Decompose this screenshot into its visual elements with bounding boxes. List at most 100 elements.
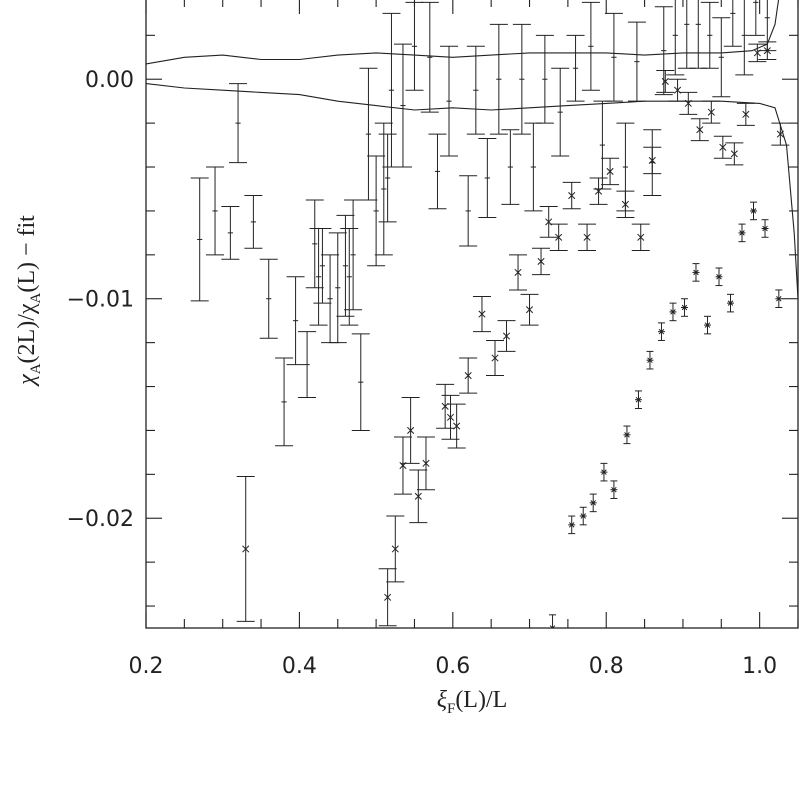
data-point (627, 21, 646, 102)
data-point (643, 146, 662, 175)
data-point (775, 289, 783, 309)
data-point (679, 91, 698, 115)
data-point (344, 199, 363, 311)
data-point (286, 276, 305, 366)
x-tick-label: 0.8 (589, 654, 624, 679)
data-point (589, 177, 608, 205)
data-point (405, 1, 424, 91)
data-point (305, 199, 324, 289)
data-point (447, 403, 466, 449)
data-point (712, 17, 731, 98)
data-point (509, 254, 528, 291)
data-point (439, 45, 458, 157)
data-point (436, 383, 455, 429)
data-point (581, 1, 600, 91)
data-point (657, 322, 665, 341)
data-point (229, 83, 248, 164)
data-point (459, 357, 478, 394)
plot-frame (145, 0, 799, 629)
data-point (512, 23, 531, 135)
axis-ticks (145, 0, 799, 628)
data-point (539, 206, 558, 238)
data-point (393, 436, 412, 495)
data-point (566, 34, 585, 102)
data-point (668, 78, 687, 102)
fit-band-curve (146, 0, 780, 65)
data-point (726, 293, 734, 313)
data-point (309, 227, 328, 326)
data-point (259, 258, 278, 339)
data-point (236, 476, 255, 622)
data-point (359, 67, 378, 201)
data-point (386, 515, 405, 583)
data-point (601, 157, 620, 186)
data-point (669, 302, 677, 322)
data-point (336, 214, 355, 317)
data-point (472, 296, 491, 333)
data-point (275, 357, 294, 447)
x-tick-label: 0.4 (282, 654, 317, 679)
data-point (459, 175, 478, 247)
data-points (190, 0, 790, 628)
data-point (532, 247, 551, 276)
data-point (623, 425, 631, 445)
data-point (520, 293, 539, 326)
data-point (489, 23, 508, 135)
data-point (466, 45, 485, 135)
data-point (428, 133, 447, 210)
data-point (593, 100, 612, 190)
data-point (692, 263, 700, 282)
data-point (738, 223, 746, 243)
data-point (771, 122, 790, 146)
data-point (409, 469, 428, 524)
data-point (568, 515, 576, 535)
data-point (378, 133, 397, 223)
data-point (689, 0, 708, 69)
data-point (551, 67, 570, 157)
data-point (535, 34, 554, 124)
data-point (604, 12, 623, 102)
data-point (579, 506, 587, 526)
data-point (549, 223, 568, 251)
data-point (378, 568, 397, 627)
fit-band-curve (146, 83, 798, 299)
data-point (690, 118, 709, 142)
data-point (748, 43, 767, 63)
data-point (393, 43, 412, 168)
data-point (501, 129, 520, 205)
data-point (746, 0, 765, 36)
data-point (524, 122, 543, 212)
data-point (367, 155, 386, 267)
data-point (420, 1, 439, 113)
data-point (735, 0, 754, 76)
data-point (244, 195, 263, 249)
data-point (374, 122, 393, 256)
data-point (589, 493, 597, 513)
y-tick-label: 0.00 (85, 68, 134, 93)
data-point (549, 614, 557, 628)
data-point (654, 6, 673, 96)
data-point (677, 0, 696, 69)
data-point (680, 298, 688, 317)
data-point (401, 397, 420, 464)
x-tick-label: 1.0 (742, 654, 777, 679)
data-point (666, 0, 685, 76)
x-tick-label: 0.2 (129, 654, 164, 679)
x-axis-title: ξF(L)/L (437, 687, 508, 717)
data-point (616, 190, 635, 219)
data-point (736, 102, 755, 126)
data-point (713, 135, 732, 159)
tick-labels: 0.2 0.4 0.6 0.8 1.0 0.00 −0.01 −0.02 (67, 68, 778, 679)
data-point (703, 315, 711, 335)
data-point (702, 100, 721, 124)
data-point (298, 331, 317, 399)
y-axis-title: χA(2L)/χA(L) − fit (14, 215, 44, 387)
fit-curves (146, 0, 798, 299)
data-point (340, 227, 359, 326)
data-point (206, 166, 225, 256)
data-point (646, 350, 654, 370)
data-point (321, 254, 340, 344)
data-point (656, 69, 675, 93)
data-point (610, 480, 618, 499)
